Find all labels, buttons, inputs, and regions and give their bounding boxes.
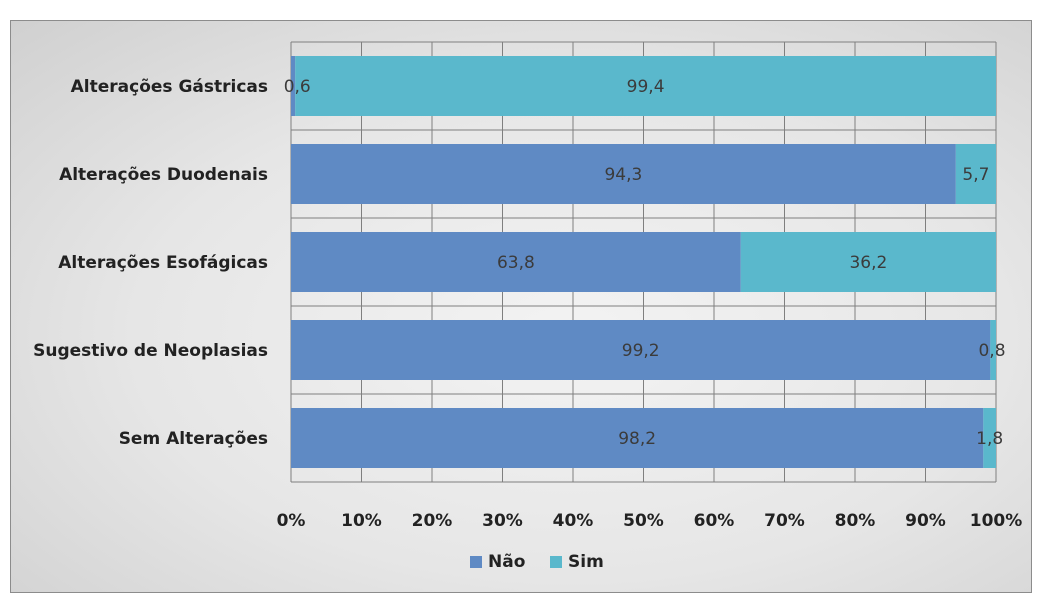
- data-label: 94,3: [604, 165, 642, 185]
- bar-segment-sim: [740, 232, 996, 292]
- bar-segment-nao: [291, 56, 296, 116]
- data-label: 0,8: [978, 341, 1005, 361]
- category-label: Sugestivo de Neoplasias: [33, 341, 268, 361]
- x-tick-label: 70%: [764, 511, 805, 531]
- x-tick-label: 10%: [341, 511, 382, 531]
- data-label: 98,2: [618, 429, 656, 449]
- bar-segment-nao: [291, 408, 984, 468]
- x-tick-label: 0%: [277, 511, 306, 531]
- category-label: Alterações Gástricas: [71, 77, 268, 97]
- data-label: 99,4: [627, 77, 665, 97]
- x-tick-label: 90%: [905, 511, 946, 531]
- x-tick-label: 50%: [623, 511, 664, 531]
- x-tick-label: 60%: [694, 511, 735, 531]
- bar-segment-sim: [990, 320, 996, 380]
- x-tick-label: 20%: [412, 511, 453, 531]
- data-label: 36,2: [849, 253, 887, 273]
- category-label: Alterações Esofágicas: [58, 253, 268, 273]
- bars: [291, 56, 997, 468]
- legend-swatch-sim: [550, 556, 562, 568]
- bar-segment-sim: [295, 56, 997, 116]
- data-label: 1,8: [976, 429, 1003, 449]
- category-label: Alterações Duodenais: [59, 165, 268, 185]
- data-label: 0,6: [284, 77, 311, 97]
- x-tick-label: 100%: [970, 511, 1023, 531]
- legend-swatch-nao: [470, 556, 482, 568]
- x-tick-label: 40%: [553, 511, 594, 531]
- bar-segment-nao: [291, 144, 956, 204]
- data-label: 63,8: [497, 253, 535, 273]
- bar-segment-sim: [955, 144, 996, 204]
- x-tick-label: 80%: [835, 511, 876, 531]
- data-label: 5,7: [962, 165, 989, 185]
- legend: Não Sim: [470, 552, 604, 572]
- x-tick-label: 30%: [482, 511, 523, 531]
- bar-segment-nao: [291, 232, 741, 292]
- bar-segment-sim: [983, 408, 996, 468]
- legend-label: Não: [488, 552, 525, 572]
- category-label: Sem Alterações: [119, 429, 268, 449]
- legend-label: Sim: [568, 552, 604, 572]
- data-label: 99,2: [622, 341, 660, 361]
- labels: 0% 10% 20% 30% 40% 50% 60% 70% 80% 90% 100% Alteraç…: [33, 77, 1022, 531]
- bar-segment-nao: [291, 320, 991, 380]
